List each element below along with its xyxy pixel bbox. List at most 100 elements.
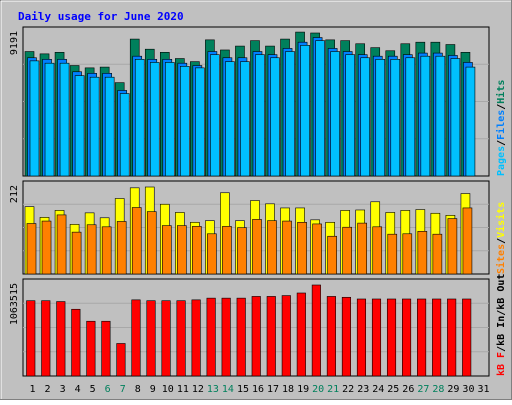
- x-tick-label-day-13: 13: [207, 384, 219, 395]
- panel-1-legend: Sites/Visits: [495, 202, 507, 274]
- bar-pages-day-27: [420, 55, 431, 177]
- bar-pages-day-9: [149, 62, 160, 177]
- bar-pages-day-20: [315, 40, 325, 177]
- bar-kbytes-f-day-3: [56, 301, 66, 377]
- x-tick-label-day-5: 5: [90, 384, 96, 395]
- bar-kbytes-f-day-9: [146, 300, 156, 377]
- legend-separator: /: [496, 140, 507, 146]
- legend-entry-kbytes-f: kB F: [496, 352, 507, 376]
- x-tick-label-day-8: 8: [135, 384, 141, 395]
- bar-kbytes-f-day-22: [341, 296, 351, 377]
- panel-1-ymax-label: 212: [9, 185, 20, 203]
- bar-kbytes-f-day-29: [447, 298, 457, 377]
- x-tick-label-day-17: 17: [267, 384, 279, 395]
- bar-kbytes-f-day-17: [266, 296, 276, 377]
- bar-sites-day-7: [116, 221, 127, 275]
- bar-sites-day-29: [447, 218, 458, 275]
- bar-pages-day-12: [195, 67, 205, 177]
- bar-sites-day-30: [462, 207, 473, 275]
- bar-kbytes-f-day-21: [326, 296, 336, 377]
- legend-entry-visits: Visits: [495, 202, 507, 238]
- bar-pages-day-28: [435, 55, 446, 177]
- chart-title: Daily usage for June 2020: [18, 10, 184, 23]
- x-tick-label-day-9: 9: [150, 384, 156, 395]
- x-tick-label-day-19: 19: [297, 384, 309, 395]
- bar-kbytes-f-day-11: [176, 300, 186, 377]
- bar-pages-day-29: [450, 58, 461, 177]
- bar-sites-day-4: [71, 231, 82, 275]
- legend-entry-hits: Hits: [495, 80, 507, 104]
- bar-kbytes-f-day-15: [236, 297, 246, 377]
- bar-sites-day-1: [26, 223, 37, 275]
- bar-kbytes-f-day-2: [41, 300, 51, 377]
- x-tick-label-day-22: 22: [342, 384, 354, 395]
- bar-pages-day-24: [375, 59, 386, 177]
- bar-sites-day-27: [417, 231, 428, 275]
- x-tick-label-day-10: 10: [162, 384, 174, 395]
- x-tick-label-day-3: 3: [60, 384, 66, 395]
- bar-pages-day-30: [465, 66, 476, 177]
- bar-pages-day-8: [134, 59, 145, 177]
- bar-kbytes-f-day-20: [311, 284, 321, 377]
- bar-kbytes-f-day-26: [402, 298, 412, 377]
- bar-pages-day-1: [29, 60, 40, 177]
- bar-sites-day-2: [41, 220, 52, 275]
- bar-kbytes-f-day-24: [371, 298, 382, 377]
- panel-2-ymax-label: 1063515: [9, 283, 20, 325]
- bar-pages-day-5: [89, 76, 100, 177]
- x-tick-label-day-25: 25: [387, 384, 399, 395]
- x-tick-label-day-20: 20: [312, 384, 324, 395]
- bar-sites-day-13: [207, 233, 217, 275]
- legend-separator: /: [496, 310, 507, 316]
- x-tick-label-day-23: 23: [357, 384, 369, 395]
- bar-pages-day-10: [164, 62, 175, 177]
- bar-pages-day-3: [59, 62, 70, 177]
- x-tick-label-day-29: 29: [447, 384, 459, 395]
- legend-separator: /: [496, 238, 507, 244]
- bar-pages-day-19: [300, 45, 310, 177]
- bar-pages-day-26: [405, 57, 416, 177]
- x-tick-label-day-11: 11: [177, 384, 189, 395]
- bar-pages-day-18: [285, 51, 295, 177]
- bar-kbytes-f-day-28: [432, 298, 442, 377]
- bar-sites-day-11: [177, 225, 187, 275]
- bar-sites-day-18: [282, 220, 292, 275]
- bar-kbytes-f-day-12: [191, 299, 201, 377]
- bar-sites-day-24: [372, 226, 383, 275]
- legend-separator: /: [496, 104, 507, 110]
- bar-kbytes-f-day-1: [26, 300, 36, 377]
- bar-kbytes-f-day-14: [221, 297, 231, 377]
- bar-sites-day-12: [192, 226, 202, 275]
- bar-sites-day-6: [101, 226, 112, 275]
- bar-sites-day-3: [56, 214, 67, 275]
- bar-kbytes-f-day-4: [71, 308, 81, 377]
- bar-sites-day-19: [297, 221, 307, 275]
- bar-pages-day-13: [210, 54, 220, 177]
- x-tick-label-day-31: 31: [477, 384, 489, 395]
- x-tick-label-day-18: 18: [282, 384, 294, 395]
- bar-kbytes-f-day-23: [356, 298, 367, 377]
- bar-sites-day-10: [161, 225, 172, 275]
- x-tick-label-day-14: 14: [222, 384, 234, 395]
- x-tick-label-day-28: 28: [432, 384, 444, 395]
- bar-pages-day-11: [180, 66, 190, 177]
- bar-pages-day-15: [240, 61, 250, 177]
- bar-sites-day-5: [86, 224, 97, 275]
- legend-entry-pages: Pages: [496, 146, 507, 176]
- x-tick-label-day-6: 6: [105, 384, 111, 395]
- x-tick-label-day-15: 15: [237, 384, 249, 395]
- bar-sites-day-28: [432, 233, 443, 275]
- bar-kbytes-f-day-13: [206, 297, 216, 377]
- bar-pages-day-14: [225, 61, 235, 177]
- bar-kbytes-f-day-8: [131, 299, 141, 377]
- bar-pages-day-4: [74, 75, 85, 177]
- x-tick-label-day-2: 2: [45, 384, 51, 395]
- bar-pages-day-2: [44, 62, 55, 177]
- bar-sites-day-23: [357, 222, 368, 275]
- legend-entry-kbytes-out: kB Out: [496, 274, 507, 310]
- legend-entry-kbytes-in: kB In: [496, 316, 507, 346]
- legend-entry-sites: Sites: [495, 244, 507, 274]
- x-tick-label-day-7: 7: [120, 384, 126, 395]
- bar-sites-day-21: [327, 235, 337, 275]
